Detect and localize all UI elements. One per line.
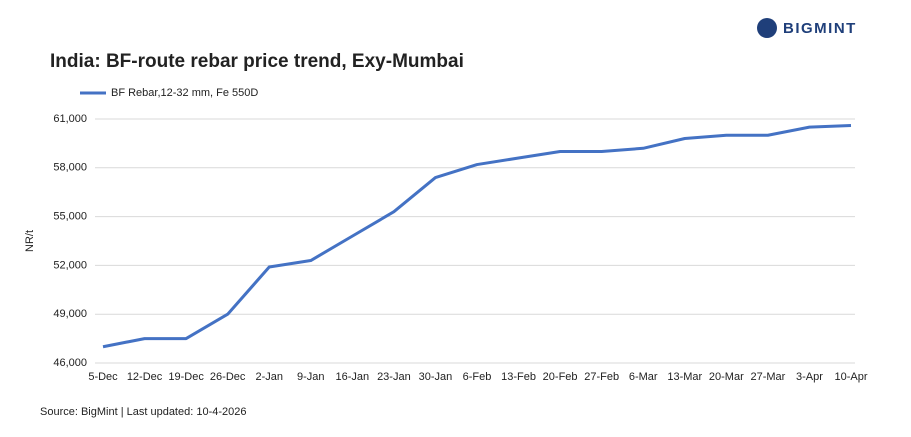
y-tick-label: 58,000	[53, 162, 87, 174]
x-tick-label: 3-Apr	[796, 371, 823, 383]
x-tick-label: 2-Jan	[255, 371, 283, 383]
x-tick-label: 13-Feb	[501, 371, 536, 383]
x-tick-label: 6-Mar	[629, 371, 658, 383]
logo-icon	[757, 18, 777, 38]
x-tick-label: 10-Apr	[834, 371, 867, 383]
x-tick-label: 16-Jan	[336, 371, 370, 383]
x-tick-label: 30-Jan	[419, 371, 453, 383]
y-tick-label: 55,000	[53, 211, 87, 223]
y-tick-label: 46,000	[53, 357, 87, 369]
source: Source: BigMint | Last updated: 10-4-202…	[40, 406, 247, 418]
x-tick-label: 20-Feb	[543, 371, 578, 383]
legend-label: BF Rebar,12-32 mm, Fe 550D	[111, 87, 258, 99]
x-tick-label: 13-Mar	[667, 371, 702, 383]
x-tick-label: 27-Mar	[750, 371, 785, 383]
x-tick-label: 5-Dec	[88, 371, 118, 383]
y-tick-label: 61,000	[53, 113, 87, 125]
x-tick-label: 23-Jan	[377, 371, 411, 383]
chart-title: India: BF-route rebar price trend, Exy-M…	[50, 51, 464, 72]
line	[102, 124, 852, 349]
y-axis-label: NR/t	[24, 230, 36, 252]
x-tick-label: 19-Dec	[168, 371, 204, 383]
x-tick-label: 12-Dec	[127, 371, 163, 383]
logo: BIGMINT	[757, 18, 857, 38]
x-tick-label: 20-Mar	[709, 371, 744, 383]
x-tick-label: 26-Dec	[210, 371, 246, 383]
x-tick-label: 9-Jan	[297, 371, 325, 383]
x-tick-label: 27-Feb	[584, 371, 619, 383]
y-tick-label: 52,000	[53, 259, 87, 271]
x-tick-label: 6-Feb	[463, 371, 492, 383]
y-tick-label: 49,000	[53, 308, 87, 320]
brand: BIGMINT	[783, 20, 857, 37]
